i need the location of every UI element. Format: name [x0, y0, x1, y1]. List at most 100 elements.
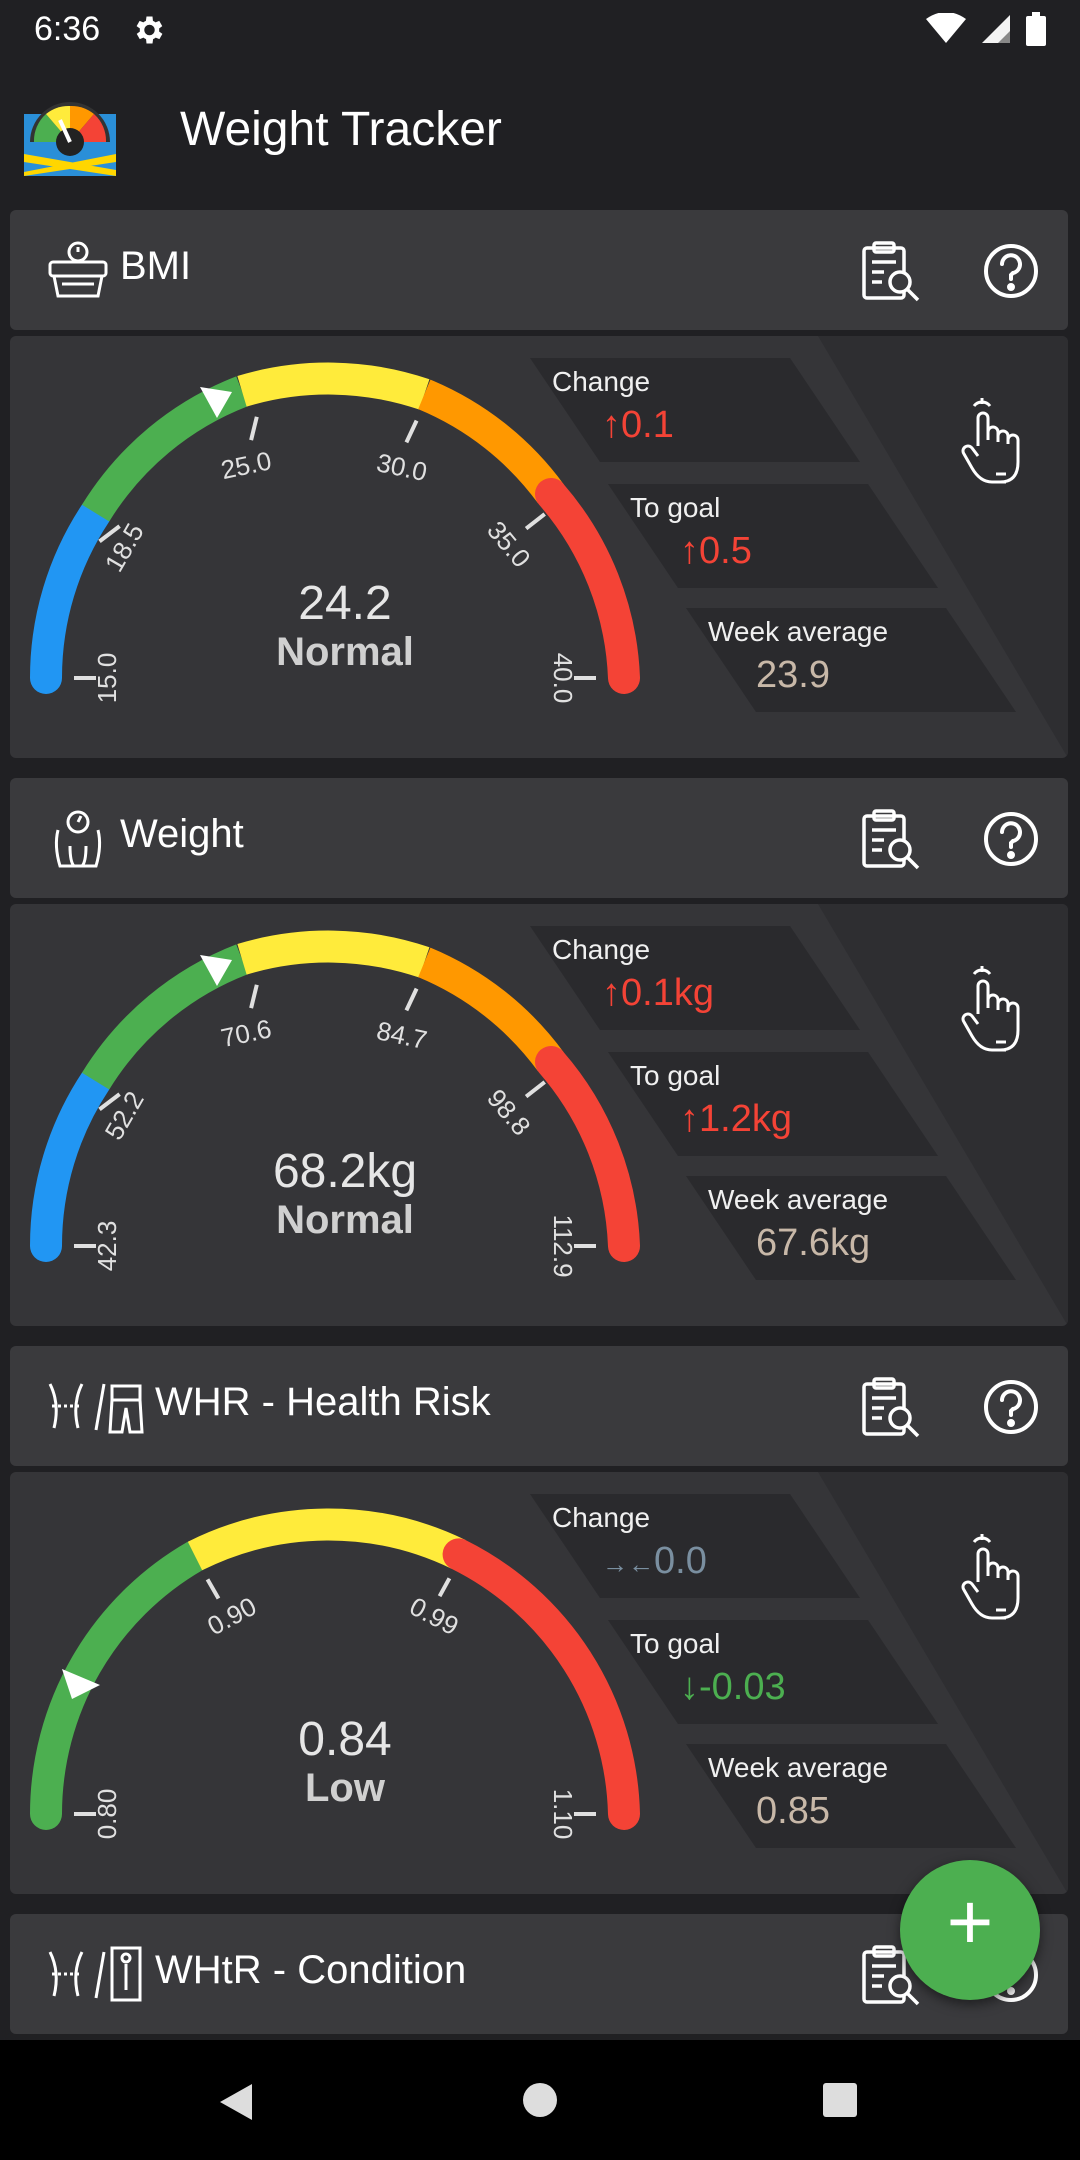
weight-section-header[interactable]: Weight — [10, 778, 1068, 898]
home-icon[interactable] — [522, 2082, 558, 2118]
stat-label: To goal — [630, 1060, 721, 1091]
status-time: 6:36 — [34, 10, 101, 48]
bmi-scale-icon — [48, 241, 108, 298]
gauge-tick-label: 40.0 — [548, 653, 578, 704]
settings-gear-icon — [136, 16, 163, 44]
arrow-up-icon: ↑ — [680, 1098, 699, 1140]
gauge-tick-label: 112.9 — [548, 1214, 578, 1277]
arrow-down-icon: ↓ — [680, 1666, 699, 1708]
stat-label: Change — [552, 366, 651, 397]
week-average-stat: Week average 23.9 — [686, 608, 1016, 712]
stat-label: Change — [552, 1502, 651, 1533]
to-goal-stat: To goal ↓-0.03 — [608, 1620, 938, 1724]
weight-gauge: 42.3 52.2 70.6 84.7 98.8 112.9 — [29, 930, 640, 1278]
report-search-icon[interactable] — [860, 1376, 922, 1438]
gauge-tick-label: 42.3 — [92, 1221, 122, 1272]
arrow-up-icon: ↑ — [602, 972, 621, 1014]
add-entry-fab-button[interactable]: + — [900, 1860, 1040, 2000]
stat-value: →←0.0 — [602, 1540, 707, 1582]
whr-title: WHR - Health Risk — [155, 1380, 491, 1424]
bmi-title: BMI — [120, 244, 192, 288]
arrow-up-icon: ↑ — [680, 530, 699, 572]
whtr-section-header[interactable]: WHtR - Condition — [10, 1914, 1068, 2034]
whr-gauge-card[interactable]: 0.80 0.90 0.99 1.10 0.84 Low Change →←0.… — [10, 1472, 1068, 1894]
body-weight-icon — [54, 810, 102, 868]
weight-gauge-card[interactable]: 42.3 52.2 70.6 84.7 98.8 112.9 68.2kg No… — [10, 904, 1068, 1326]
stat-value: ↑1.2kg — [680, 1098, 792, 1140]
gauge-tick-label: 35.0 — [481, 515, 537, 573]
diagonal-panel — [818, 1472, 1068, 1894]
week-average-stat: Week average 67.6kg — [686, 1176, 1016, 1280]
gauge-pointer-icon — [200, 387, 232, 418]
weight-value: 68.2kg — [272, 1145, 418, 1198]
stat-value: 67.6kg — [756, 1222, 871, 1264]
app-bar: Weight Tracker — [0, 62, 1080, 202]
wifi-icon — [926, 13, 966, 43]
bmi-section-header[interactable]: BMI — [10, 210, 1068, 330]
stat-value: ↑0.1kg — [602, 972, 714, 1014]
gauge-tick-label: 15.0 — [92, 653, 122, 704]
gauge-pointer-icon — [200, 955, 232, 986]
app-logo-icon — [24, 102, 116, 176]
system-nav-bar — [0, 2040, 1080, 2160]
diagonal-panel — [818, 904, 1068, 1326]
gauge-tick-label: 0.80 — [92, 1789, 122, 1840]
stat-label: Change — [552, 934, 651, 965]
stat-label: Week average — [708, 1752, 889, 1783]
tap-hand-icon[interactable] — [960, 964, 1030, 1058]
help-icon[interactable] — [982, 1378, 1040, 1436]
gauge-tick-label: 1.10 — [548, 1789, 578, 1840]
report-search-icon[interactable] — [860, 808, 922, 870]
status-icons — [926, 12, 1046, 46]
battery-icon — [1026, 12, 1046, 46]
report-search-icon[interactable] — [860, 240, 922, 302]
bmi-gauge-card[interactable]: 15.0 18.5 25.0 30.0 35.0 40.0 24.2 Norma… — [10, 336, 1068, 758]
change-stat: Change ↑0.1kg — [530, 926, 860, 1030]
gauge-tick-label: 18.5 — [99, 518, 150, 577]
report-search-icon[interactable] — [860, 1944, 922, 2006]
waist-height-icon — [48, 1946, 142, 2002]
gauge-tick-label: 98.8 — [481, 1083, 537, 1141]
stat-label: Week average — [708, 1184, 889, 1215]
whr-value: 0.84 — [298, 1713, 392, 1766]
gauge-tick-label: 0.99 — [405, 1591, 464, 1641]
back-icon[interactable] — [218, 2082, 254, 2122]
help-icon[interactable] — [982, 810, 1040, 868]
tap-hand-icon[interactable] — [960, 1532, 1030, 1626]
week-average-stat: Week average 0.85 — [686, 1744, 1016, 1848]
gauge-tick-label: 0.90 — [202, 1591, 261, 1641]
to-goal-stat: To goal ↑1.2kg — [608, 1052, 938, 1156]
stat-label: Week average — [708, 616, 889, 647]
stat-value: 23.9 — [756, 654, 830, 696]
app-title: Weight Tracker — [180, 103, 502, 156]
diagonal-panel — [818, 336, 1068, 758]
arrow-up-icon: ↑ — [602, 404, 621, 446]
status-bar: 6:36 — [0, 0, 1080, 62]
recents-icon[interactable] — [822, 2082, 858, 2118]
gauge-tick-label: 30.0 — [374, 447, 430, 487]
bmi-value: 24.2 — [298, 577, 392, 630]
stat-value: 0.85 — [756, 1790, 830, 1832]
stat-label: To goal — [630, 492, 721, 523]
gauge-tick-label: 52.2 — [99, 1086, 150, 1145]
weight-category: Normal — [276, 1198, 414, 1242]
waist-hip-icon — [48, 1383, 144, 1434]
gauge-tick-label: 25.0 — [218, 445, 274, 485]
gauge-pointer-icon — [62, 1669, 100, 1699]
whr-section-header[interactable]: WHR - Health Risk — [10, 1346, 1068, 1466]
stat-value: ↑0.1 — [602, 404, 674, 446]
change-stat: Change ↑0.1 — [530, 358, 860, 462]
weight-title: Weight — [120, 812, 244, 856]
tap-hand-icon[interactable] — [960, 396, 1030, 490]
stat-value: ↑0.5 — [680, 530, 752, 572]
cell-signal-icon — [982, 15, 1010, 43]
to-goal-stat: To goal ↑0.5 — [608, 484, 938, 588]
change-stat: Change →←0.0 — [530, 1494, 860, 1598]
whr-gauge: 0.80 0.90 0.99 1.10 — [30, 1508, 640, 1840]
whr-category: Low — [305, 1766, 385, 1810]
gauge-tick-label: 84.7 — [374, 1015, 430, 1055]
stat-value: ↓-0.03 — [680, 1666, 786, 1708]
help-icon[interactable] — [982, 242, 1040, 300]
no-change-arrows-icon: →← — [602, 1549, 654, 1579]
bmi-gauge: 15.0 18.5 25.0 30.0 35.0 40.0 — [29, 362, 640, 704]
